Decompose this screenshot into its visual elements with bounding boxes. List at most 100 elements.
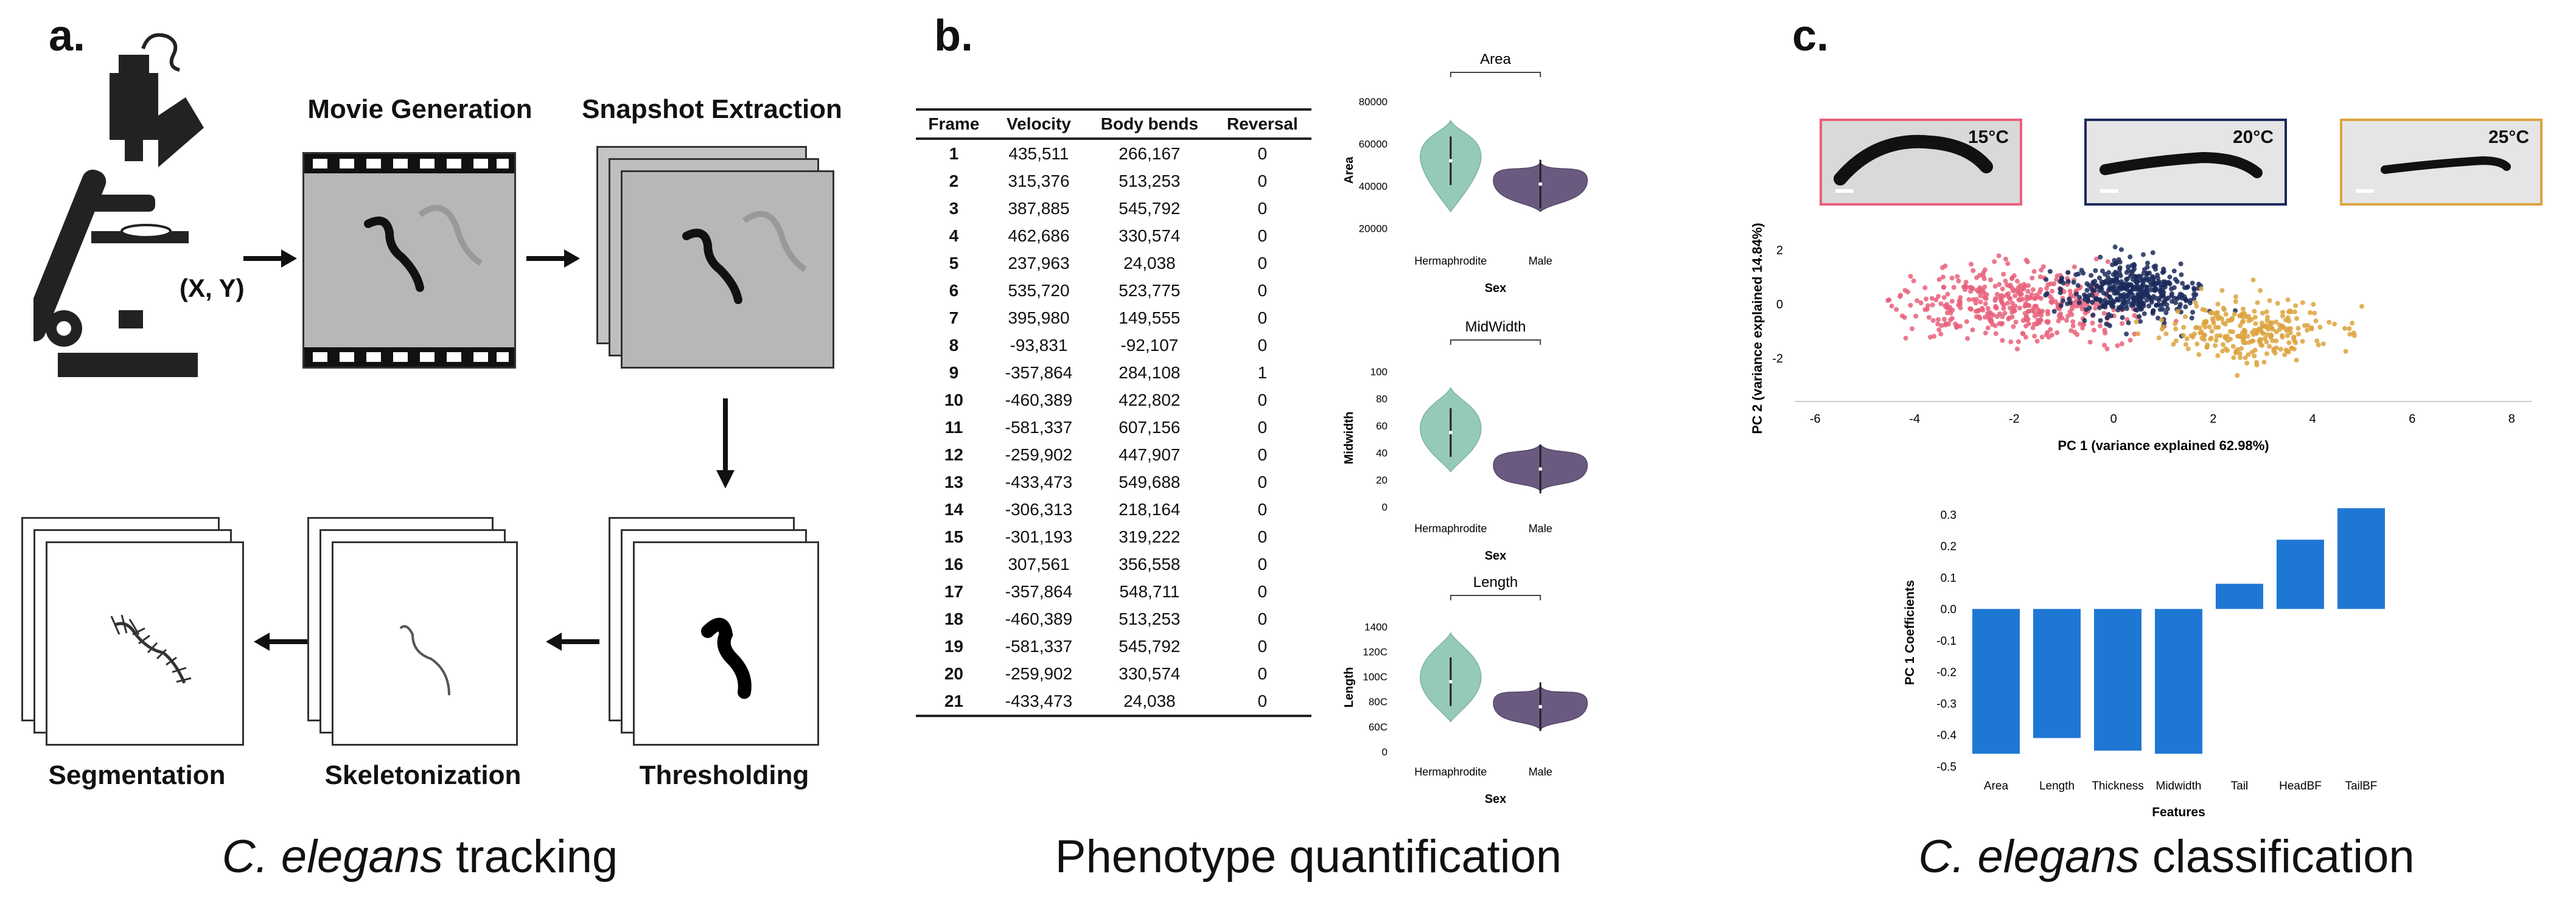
table-cell: 7 — [949, 308, 959, 327]
scatter-point — [2217, 314, 2222, 320]
bar-length — [2033, 609, 2081, 738]
x-tick-label: TailBF — [2345, 780, 2378, 793]
caption-rest: classification — [2139, 831, 2415, 883]
table-cell: 0 — [1257, 144, 1268, 163]
scatter-point — [2203, 308, 2208, 313]
table-cell: 548,711 — [1119, 581, 1180, 601]
scatter-point — [2036, 307, 2041, 313]
scatter-point — [2118, 273, 2123, 279]
scatter-point — [2115, 297, 2120, 303]
table-cell: 19 — [944, 636, 963, 656]
table-cell: 356,558 — [1119, 554, 1181, 574]
scatter-point — [2249, 349, 2255, 355]
scatter-point — [2291, 335, 2296, 341]
scatter-point — [2199, 335, 2205, 341]
scatter-point — [1978, 286, 1984, 292]
scatter-point — [2124, 331, 2129, 337]
scatter-point — [2351, 333, 2357, 338]
scatter-point — [2284, 328, 2289, 333]
scatter-point — [1949, 299, 1955, 304]
scatter-point — [2282, 352, 2288, 358]
bar-thickness — [2094, 609, 2141, 751]
scatter-point — [1910, 326, 1915, 331]
scatter-point — [2032, 296, 2037, 301]
scatter-point — [1964, 284, 1969, 290]
scatter-point — [2293, 303, 2299, 308]
x-axis-label: Sex — [1485, 793, 1507, 806]
scatter-point — [2261, 359, 2267, 365]
scatter-point — [2082, 318, 2087, 324]
scatter-point — [1997, 311, 2003, 316]
table-cell: 307,561 — [1008, 554, 1070, 574]
scatter-point — [2016, 339, 2021, 344]
scatter-point — [2252, 353, 2257, 359]
scatter-point — [2005, 282, 2010, 288]
scatter-point — [2030, 287, 2036, 293]
movie-frame — [302, 152, 516, 369]
scatter-point — [2191, 296, 2197, 301]
scatter-point — [2022, 304, 2028, 309]
scatter-point — [2090, 312, 2096, 317]
scatter-point — [2081, 271, 2086, 276]
scatter-point — [2104, 315, 2110, 321]
scatter-point — [2156, 335, 2162, 341]
scatter-point — [2101, 311, 2107, 316]
scatter-point — [2018, 283, 2023, 288]
scatter-point — [2240, 307, 2246, 312]
y-tick-label: -2 — [1772, 352, 1783, 366]
scatter-point — [2012, 293, 2018, 299]
scatter-point — [2103, 304, 2108, 310]
violin-median — [1538, 182, 1543, 186]
scatter-point — [2137, 274, 2142, 279]
caption-italic: C. elegans — [222, 831, 444, 883]
scatter-point — [2093, 301, 2099, 307]
scatter-point — [2359, 304, 2364, 309]
scatter-point — [1996, 253, 2002, 258]
scatter-point — [2214, 310, 2219, 316]
scatter-point — [2207, 324, 2212, 330]
scatter-point — [2146, 304, 2152, 309]
y-tick-label: 100C — [1363, 671, 1387, 683]
scatter-point — [2014, 346, 2020, 352]
table-header-cell: Frame — [916, 108, 992, 140]
scatter-point — [2137, 277, 2143, 283]
scatter-point — [2155, 280, 2161, 286]
scatter-point — [2120, 315, 2125, 321]
scatter-point — [2070, 323, 2076, 328]
scatter-point — [2252, 308, 2257, 314]
scatter-point — [2264, 332, 2270, 338]
scatter-point — [1989, 319, 1994, 324]
scatter-point — [2026, 309, 2031, 314]
table-cell: -581,337 — [1005, 417, 1073, 437]
table-cell: 387,885 — [1008, 198, 1070, 218]
arrow-down-icon — [716, 398, 735, 488]
scatter-point — [2032, 333, 2037, 339]
scatter-point — [2171, 268, 2177, 274]
bar-midwidth — [2155, 609, 2202, 754]
scatter-point — [2267, 298, 2272, 304]
scatter-point — [2314, 338, 2320, 344]
scatter-point — [2277, 322, 2283, 328]
y-tick-label: -0.5 — [1936, 761, 1956, 774]
scatter-point — [2087, 339, 2093, 345]
scatter-point — [2093, 305, 2098, 311]
table-cell: 330,574 — [1119, 664, 1181, 683]
x-tick-label: -6 — [1810, 412, 1821, 426]
scatter-point — [2098, 318, 2103, 324]
scatter-point — [2109, 302, 2114, 307]
scatter-point — [2120, 302, 2125, 308]
scatter-point — [2286, 309, 2291, 314]
scatter-point — [2025, 283, 2031, 288]
bar-area — [1972, 609, 2020, 754]
table-cell: 422,802 — [1119, 390, 1181, 409]
scatter-point — [2215, 353, 2221, 358]
scatter-point — [2267, 344, 2272, 349]
scatter-point — [2127, 338, 2133, 343]
scatter-point — [2005, 300, 2011, 306]
scatter-point — [2211, 321, 2216, 326]
scatter-point — [2058, 286, 2063, 292]
y-tick-label: 0 — [1382, 501, 1387, 513]
scatter-point — [2047, 269, 2053, 274]
scatter-point — [2065, 269, 2071, 275]
table-cell: 6 — [949, 280, 959, 300]
